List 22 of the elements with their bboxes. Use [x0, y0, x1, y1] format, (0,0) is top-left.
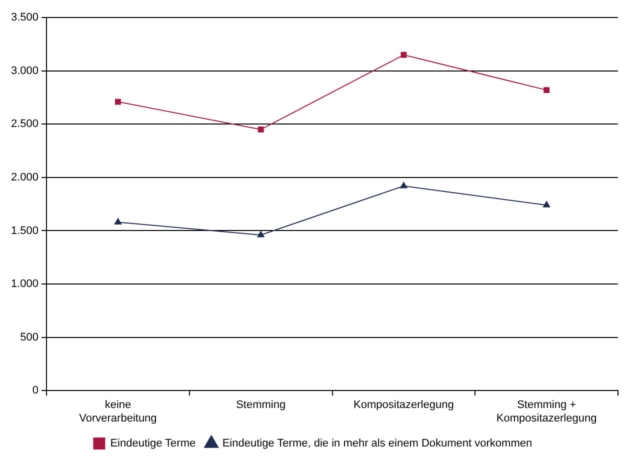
- y-tick-label: 1.000: [10, 278, 39, 290]
- x-tick-label: Kompositazerlegung: [354, 399, 454, 412]
- x-tick-label: keine Vorverarbeitung: [79, 399, 157, 424]
- y-tick-label: 3.500: [10, 12, 39, 24]
- y-tick-label: 0: [32, 384, 39, 397]
- point: [400, 52, 407, 58]
- point: [544, 87, 550, 94]
- point: [543, 201, 550, 208]
- y-tick-label: 500: [20, 331, 39, 344]
- point: [400, 182, 408, 188]
- point: [114, 98, 121, 105]
- point: [114, 218, 122, 224]
- point: [258, 126, 264, 132]
- x-tick-label: Stemming + Kompositazerlegung: [496, 399, 597, 424]
- y-tick-label: 2.500: [10, 118, 39, 130]
- y-tick-label: 3.000: [10, 64, 39, 77]
- x-tick-label: Stemming: [236, 399, 286, 412]
- legend-label: Eindeutige Terme: [110, 438, 196, 450]
- y-tick-label: 1.500: [10, 224, 39, 237]
- y-tick-label: 2.000: [10, 171, 39, 184]
- point: [257, 231, 264, 238]
- legend-label: Eindeutige Terme, die in mehr als einem Dokument vorkommen: [222, 438, 532, 450]
